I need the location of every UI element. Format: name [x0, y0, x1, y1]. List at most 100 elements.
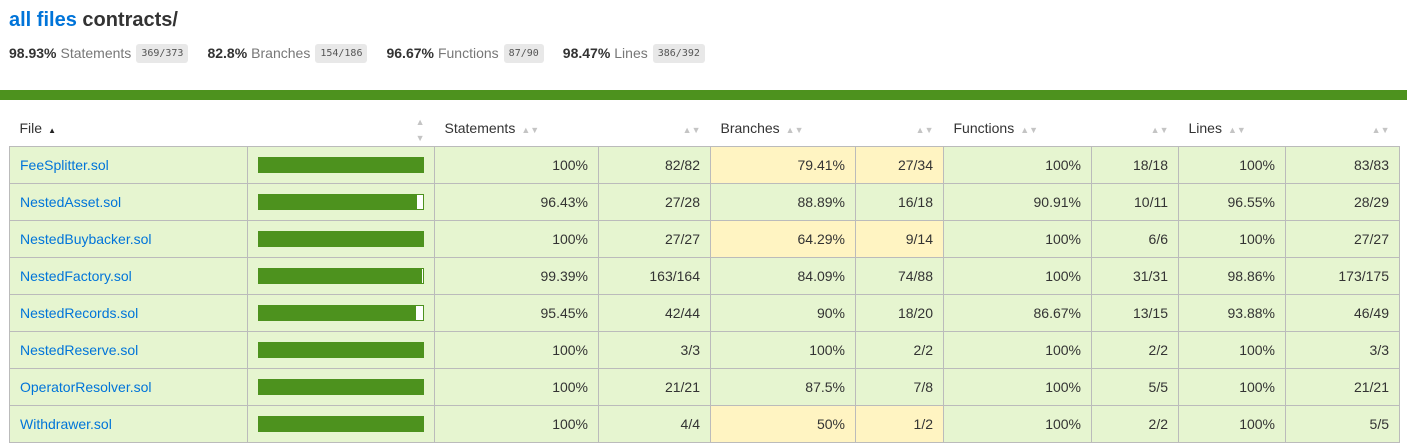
all-files-link[interactable]: all files [9, 9, 77, 31]
functions-column-header[interactable]: Functions ▲▼ [943, 110, 1092, 147]
functions-fraction: 31/31 [1091, 257, 1179, 295]
coverage-bar-fill [259, 417, 423, 431]
coverage-bar-cell [247, 368, 435, 406]
table-row: NestedRecords.sol 95.45% 42/44 90% 18/20 86.6… [9, 294, 1400, 332]
file-link[interactable]: NestedReserve.sol [20, 342, 139, 358]
coverage-bar [258, 305, 424, 321]
file-column-header[interactable]: File ▲ [9, 110, 248, 147]
branches-fraction-column-header[interactable]: ▲▼ [855, 110, 944, 147]
functions-pct: 86.67% [943, 294, 1092, 332]
statements-pct: 100% [434, 331, 599, 369]
statements-pct: 99.39% [434, 257, 599, 295]
lines-column-header[interactable]: Lines ▲▼ [1178, 110, 1286, 147]
coverage-bar [258, 194, 424, 210]
table-row: FeeSplitter.sol 100% 82/82 79.41% 27/34 100% 1… [9, 146, 1400, 184]
table-header-row: File ▲ ▲ ▼ Statements ▲▼ ▲▼ Branches ▲▼ ▲▼ F… [9, 110, 1400, 147]
coverage-bar-fill [259, 158, 423, 172]
file-link[interactable]: OperatorResolver.sol [20, 379, 152, 395]
table-body: FeeSplitter.sol 100% 82/82 79.41% 27/34 100% 1… [9, 146, 1400, 443]
header-label: Branches [720, 120, 780, 136]
file-link[interactable]: NestedFactory.sol [20, 268, 132, 284]
file-cell: NestedBuybacker.sol [9, 220, 248, 258]
coverage-bar-column-header[interactable]: ▲ ▼ [247, 110, 435, 147]
coverage-bar-fill [259, 195, 418, 209]
summary-label: Lines [614, 45, 648, 61]
file-link[interactable]: NestedAsset.sol [20, 194, 122, 210]
statements-pct: 100% [434, 220, 599, 258]
coverage-bar-fill [259, 343, 423, 357]
file-link[interactable]: FeeSplitter.sol [20, 157, 109, 173]
header-label: File [19, 120, 43, 136]
lines-pct: 100% [1178, 368, 1286, 406]
sort-icon: ▲▼ [1227, 125, 1246, 135]
branches-fraction: 16/18 [855, 183, 944, 221]
summary-fraction: 87/90 [503, 43, 544, 63]
functions-pct: 100% [943, 220, 1092, 258]
coverage-bar-fill [259, 232, 423, 246]
lines-pct: 100% [1178, 331, 1286, 369]
summary-pct: 98.47% [562, 45, 611, 61]
coverage-bar-cell [247, 294, 435, 332]
lines-pct: 96.55% [1178, 183, 1286, 221]
coverage-table: File ▲ ▲ ▼ Statements ▲▼ ▲▼ Branches ▲▼ ▲▼ F… [9, 110, 1400, 443]
sort-icon: ▲▼ [1150, 125, 1169, 135]
coverage-bar-cell [247, 331, 435, 369]
statements-fraction-column-header[interactable]: ▲▼ [598, 110, 711, 147]
coverage-bar [258, 342, 424, 358]
table-row: NestedReserve.sol 100% 3/3 100% 2/2 100% 2/2 10… [9, 331, 1400, 369]
lines-pct: 100% [1178, 220, 1286, 258]
branches-pct: 79.41% [710, 146, 856, 184]
lines-fraction: 21/21 [1285, 368, 1400, 406]
file-link[interactable]: NestedRecords.sol [20, 305, 139, 321]
lines-fraction: 5/5 [1285, 405, 1400, 443]
branches-column-header[interactable]: Branches ▲▼ [710, 110, 856, 147]
branches-pct: 84.09% [710, 257, 856, 295]
functions-fraction: 5/5 [1091, 368, 1179, 406]
table-row: NestedFactory.sol 99.39% 163/164 84.09% 74/8… [9, 257, 1400, 295]
statements-fraction: 3/3 [598, 331, 711, 369]
sort-icon: ▲▼ [785, 125, 804, 135]
coverage-bar-cell [247, 220, 435, 258]
functions-fraction: 13/15 [1091, 294, 1179, 332]
header-area: all files contracts/ 98.93% Statements 3… [0, 0, 1407, 64]
table-row: NestedBuybacker.sol 100% 27/27 64.29% 9/14 10… [9, 220, 1400, 258]
statements-column-header[interactable]: Statements ▲▼ [434, 110, 599, 147]
sort-icon: ▲▼ [915, 125, 934, 135]
sort-icon: ▲▼ [521, 125, 540, 135]
functions-fraction: 6/6 [1091, 220, 1179, 258]
statements-fraction: 82/82 [598, 146, 711, 184]
lines-pct: 100% [1178, 146, 1286, 184]
header-label: Statements [444, 120, 516, 136]
coverage-bar [258, 268, 424, 284]
lines-fraction: 3/3 [1285, 331, 1400, 369]
statements-pct: 100% [434, 368, 599, 406]
functions-pct: 100% [943, 405, 1092, 443]
branches-fraction: 27/34 [855, 146, 944, 184]
functions-fraction: 2/2 [1091, 331, 1179, 369]
lines-pct: 93.88% [1178, 294, 1286, 332]
file-cell: NestedReserve.sol [9, 331, 248, 369]
file-link[interactable]: Withdrawer.sol [20, 416, 112, 432]
header-label: Lines [1188, 120, 1222, 136]
branches-pct: 88.89% [710, 183, 856, 221]
table-row: OperatorResolver.sol 100% 21/21 87.5% 7/8 100… [9, 368, 1400, 406]
file-link[interactable]: NestedBuybacker.sol [20, 231, 152, 247]
functions-fraction-column-header[interactable]: ▲▼ [1091, 110, 1179, 147]
statements-fraction: 4/4 [598, 405, 711, 443]
statements-fraction: 27/28 [598, 183, 711, 221]
lines-fraction: 83/83 [1285, 146, 1400, 184]
functions-pct: 100% [943, 146, 1092, 184]
coverage-summary: 98.93% Statements 369/373 82.8% Branches… [9, 42, 1397, 64]
summary-branches: 82.8% Branches 154/186 [207, 43, 368, 63]
branches-pct: 90% [710, 294, 856, 332]
statements-fraction: 27/27 [598, 220, 711, 258]
functions-pct: 90.91% [943, 183, 1092, 221]
summary-label: Branches [251, 45, 311, 61]
file-cell: NestedFactory.sol [9, 257, 248, 295]
summary-pct: 98.93% [9, 45, 57, 61]
coverage-bar-cell [247, 405, 435, 443]
lines-fraction-column-header[interactable]: ▲▼ [1285, 110, 1400, 147]
sort-ascending-icon: ▲ [48, 126, 56, 135]
summary-fraction: 369/373 [136, 43, 189, 63]
file-cell: FeeSplitter.sol [9, 146, 248, 184]
